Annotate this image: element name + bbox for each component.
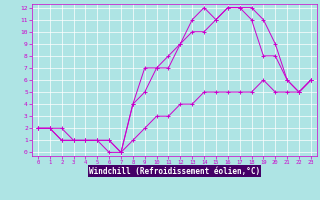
X-axis label: Windchill (Refroidissement éolien,°C): Windchill (Refroidissement éolien,°C) (89, 167, 260, 176)
